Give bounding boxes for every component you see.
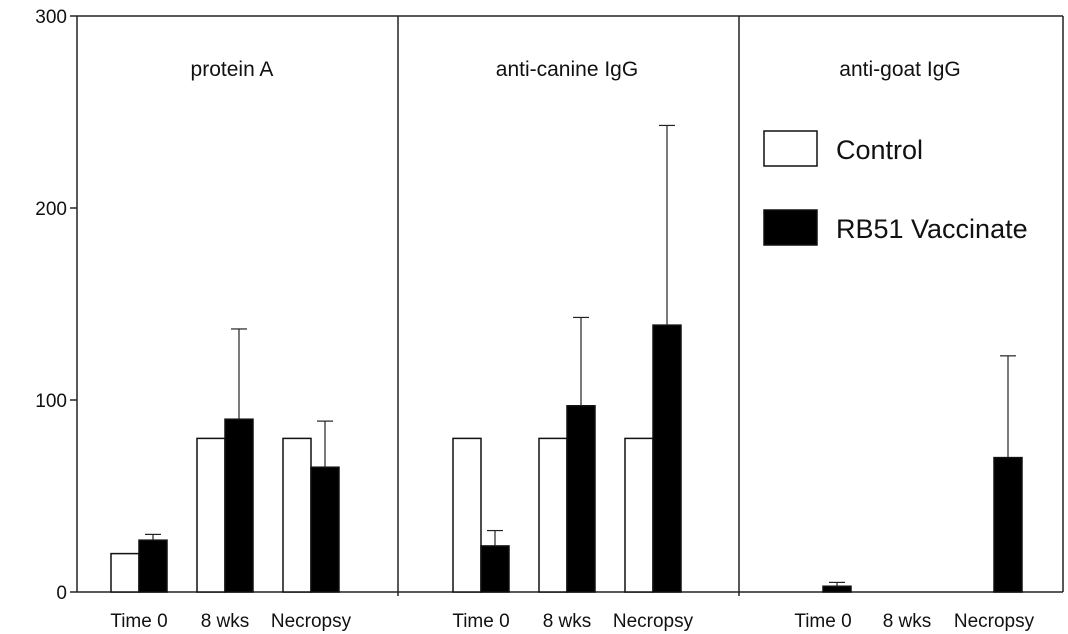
vaccinate-bar: [310, 466, 340, 593]
control-bar: [452, 437, 482, 593]
vaccinate-bar: [566, 405, 596, 593]
x-tick-label: Necropsy: [613, 611, 694, 632]
x-tick-label: 8 wks: [543, 611, 592, 632]
panel-title-2: anti-canine IgG: [496, 58, 638, 81]
vaccinate-bar: [138, 539, 168, 593]
x-tick-label: Time 0: [452, 611, 509, 632]
x-tick-label: 8 wks: [883, 611, 932, 632]
legend-swatch-control: [763, 130, 818, 167]
x-tick-label: Necropsy: [271, 611, 352, 632]
labels: 0 100 200 300 protein A Time 0 8 wks Necropsy an…: [35, 7, 1034, 632]
x-tick-label: 8 wks: [201, 611, 250, 632]
vaccinate-bar: [822, 585, 852, 593]
control-bar: [196, 437, 226, 593]
control-bar: [538, 437, 568, 593]
vaccinate-bar: [224, 418, 254, 593]
panel-title-1: protein A: [191, 58, 274, 81]
control-bar: [282, 437, 312, 593]
vaccinate-bar: [993, 456, 1023, 593]
legend-label-vaccinate: RB51 Vaccinate: [836, 214, 1028, 244]
y-tick-label: 100: [35, 391, 67, 412]
control-bar: [624, 437, 654, 593]
vaccinate-bar: [652, 324, 682, 593]
y-tick-label: 0: [56, 583, 67, 604]
vaccinate-bar: [480, 545, 510, 593]
y-tick-label: 300: [35, 7, 67, 28]
control-bar: [110, 552, 140, 593]
legend-swatch-vaccinate: [763, 209, 818, 246]
y-tick-label: 200: [35, 199, 67, 220]
x-tick-label: Necropsy: [954, 611, 1035, 632]
x-tick-label: Time 0: [794, 611, 851, 632]
bars: [110, 124, 1023, 593]
x-tick-label: Time 0: [110, 611, 167, 632]
legend: Control RB51 Vaccinate: [763, 130, 1028, 246]
legend-label-control: Control: [836, 135, 923, 165]
panel-title-3: anti-goat IgG: [839, 58, 960, 81]
